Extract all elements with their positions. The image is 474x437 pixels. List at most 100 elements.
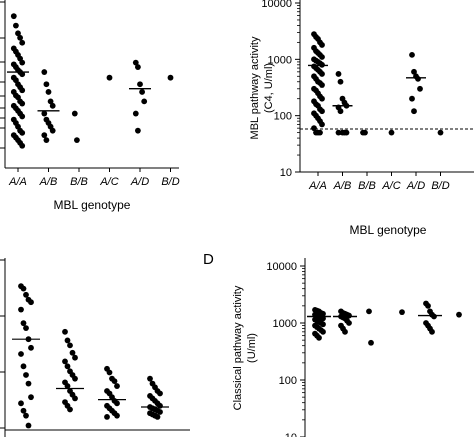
tl-data-point <box>106 74 113 81</box>
d-y-tick-label: 1000 <box>273 318 297 330</box>
tl-data-point <box>19 39 26 46</box>
bl-data-point <box>20 407 27 414</box>
tr-data-point <box>337 108 344 115</box>
tr-data-point <box>319 108 325 115</box>
d-data-point <box>346 320 352 326</box>
tr-data-point <box>337 78 344 85</box>
tl-data-point <box>132 110 139 117</box>
bl-data-point <box>20 285 27 292</box>
tr-data-point <box>319 82 325 88</box>
bl-data-point <box>157 409 163 415</box>
tr-y-tick-label: 10 <box>280 167 292 179</box>
tr-x-tick-label: B/B <box>358 180 376 192</box>
bl-data-point <box>23 412 29 419</box>
d-y-axis-title-unit: (U/ml) <box>246 333 258 363</box>
d-data-point <box>320 328 326 335</box>
tr-data-point <box>311 125 317 132</box>
tr-x-axis-title: MBL genotype <box>350 223 427 237</box>
bl-data-point <box>62 358 68 365</box>
tl-data-point <box>135 64 141 70</box>
bl-data-point <box>25 422 32 429</box>
bl-data-point <box>154 414 161 420</box>
bl-data-point <box>147 375 153 382</box>
bl-data-point <box>67 342 73 349</box>
bl-data-point <box>18 306 24 313</box>
tl-data-point <box>137 81 143 88</box>
bl-data-point <box>72 395 78 402</box>
tl-x-tick-label: A/B <box>39 176 58 188</box>
tr-y-axis-title: MBL pathway activity <box>249 36 261 139</box>
d-y-tick-label: 10 <box>285 432 297 437</box>
bl-data-point <box>20 363 27 370</box>
d-y-tick-label: 100 <box>279 375 297 387</box>
bl-data-point <box>114 383 120 389</box>
tl-x-axis-title: MBL genotype <box>54 198 131 212</box>
tl-data-point <box>19 113 26 120</box>
bl-data-point <box>23 372 29 378</box>
d-data-point <box>366 308 372 315</box>
tl-data-point <box>43 137 50 144</box>
tr-data-point <box>437 129 444 136</box>
bl-data-point <box>64 363 71 370</box>
tl-data-point <box>71 110 78 117</box>
tr-y-tick-label: 10000 <box>261 0 292 10</box>
tl-data-point <box>43 81 50 88</box>
tl-data-point <box>47 98 54 105</box>
tr-data-point <box>415 75 421 82</box>
bl-data-point <box>64 383 71 389</box>
tl-x-tick-label: A/A <box>8 176 27 188</box>
tr-data-point <box>409 51 415 58</box>
tl-data-point <box>19 129 26 136</box>
tr-data-point <box>417 85 423 92</box>
tl-data-point <box>132 59 139 66</box>
tl-data-point <box>19 87 26 94</box>
tl-data-point <box>19 59 26 66</box>
tl-x-tick-label: A/C <box>99 176 118 188</box>
d-data-point <box>425 302 431 309</box>
bl-data-point <box>104 414 110 420</box>
tl-data-point <box>15 30 21 37</box>
bl-data-point <box>28 299 34 306</box>
tr-y-tick-label: 100 <box>274 111 292 123</box>
tr-data-point <box>411 108 417 115</box>
tr-data-point <box>409 95 415 102</box>
bl-data-point <box>18 400 24 407</box>
tl-data-point <box>45 89 52 95</box>
tr-data-point <box>317 129 323 136</box>
bl-data-point <box>67 406 73 413</box>
bl-data-point <box>28 394 34 401</box>
tr-x-tick-label: A/C <box>381 180 400 192</box>
tl-data-point <box>17 34 23 41</box>
tl-data-point <box>141 98 148 105</box>
tl-data-point <box>10 13 17 20</box>
bl-data-point <box>72 354 78 361</box>
tl-data-point <box>41 69 48 75</box>
d-data-point <box>456 311 462 318</box>
bl-data-point <box>20 320 27 327</box>
tr-y-tick-label: 1000 <box>268 54 292 66</box>
tl-data-point <box>19 71 26 78</box>
bl-data-point <box>114 400 120 407</box>
tl-data-point <box>74 137 80 144</box>
tr-x-tick-label: A/D <box>406 180 425 192</box>
bl-data-point <box>18 351 24 357</box>
tr-x-tick-label: A/B <box>333 180 352 192</box>
bl-data-point <box>23 325 29 331</box>
bl-data-point <box>62 328 68 335</box>
tr-x-tick-label: B/D <box>431 180 449 192</box>
tl-x-tick-label: B/B <box>70 176 88 188</box>
tl-data-point <box>49 102 56 109</box>
tl-data-point <box>19 142 26 149</box>
tl-x-tick-label: A/D <box>130 176 149 188</box>
tl-data-point <box>41 110 48 117</box>
d-data-point <box>399 309 405 316</box>
bl-data-point <box>25 380 32 387</box>
tr-data-point <box>319 71 325 77</box>
tr-y-axis-title-unit: (C4, U/ml) <box>263 63 275 113</box>
tr-data-point <box>411 68 417 75</box>
tl-data-point <box>19 100 26 107</box>
tl-data-point <box>41 132 48 139</box>
tr-data-point <box>388 129 395 136</box>
tl-data-point <box>13 22 19 29</box>
